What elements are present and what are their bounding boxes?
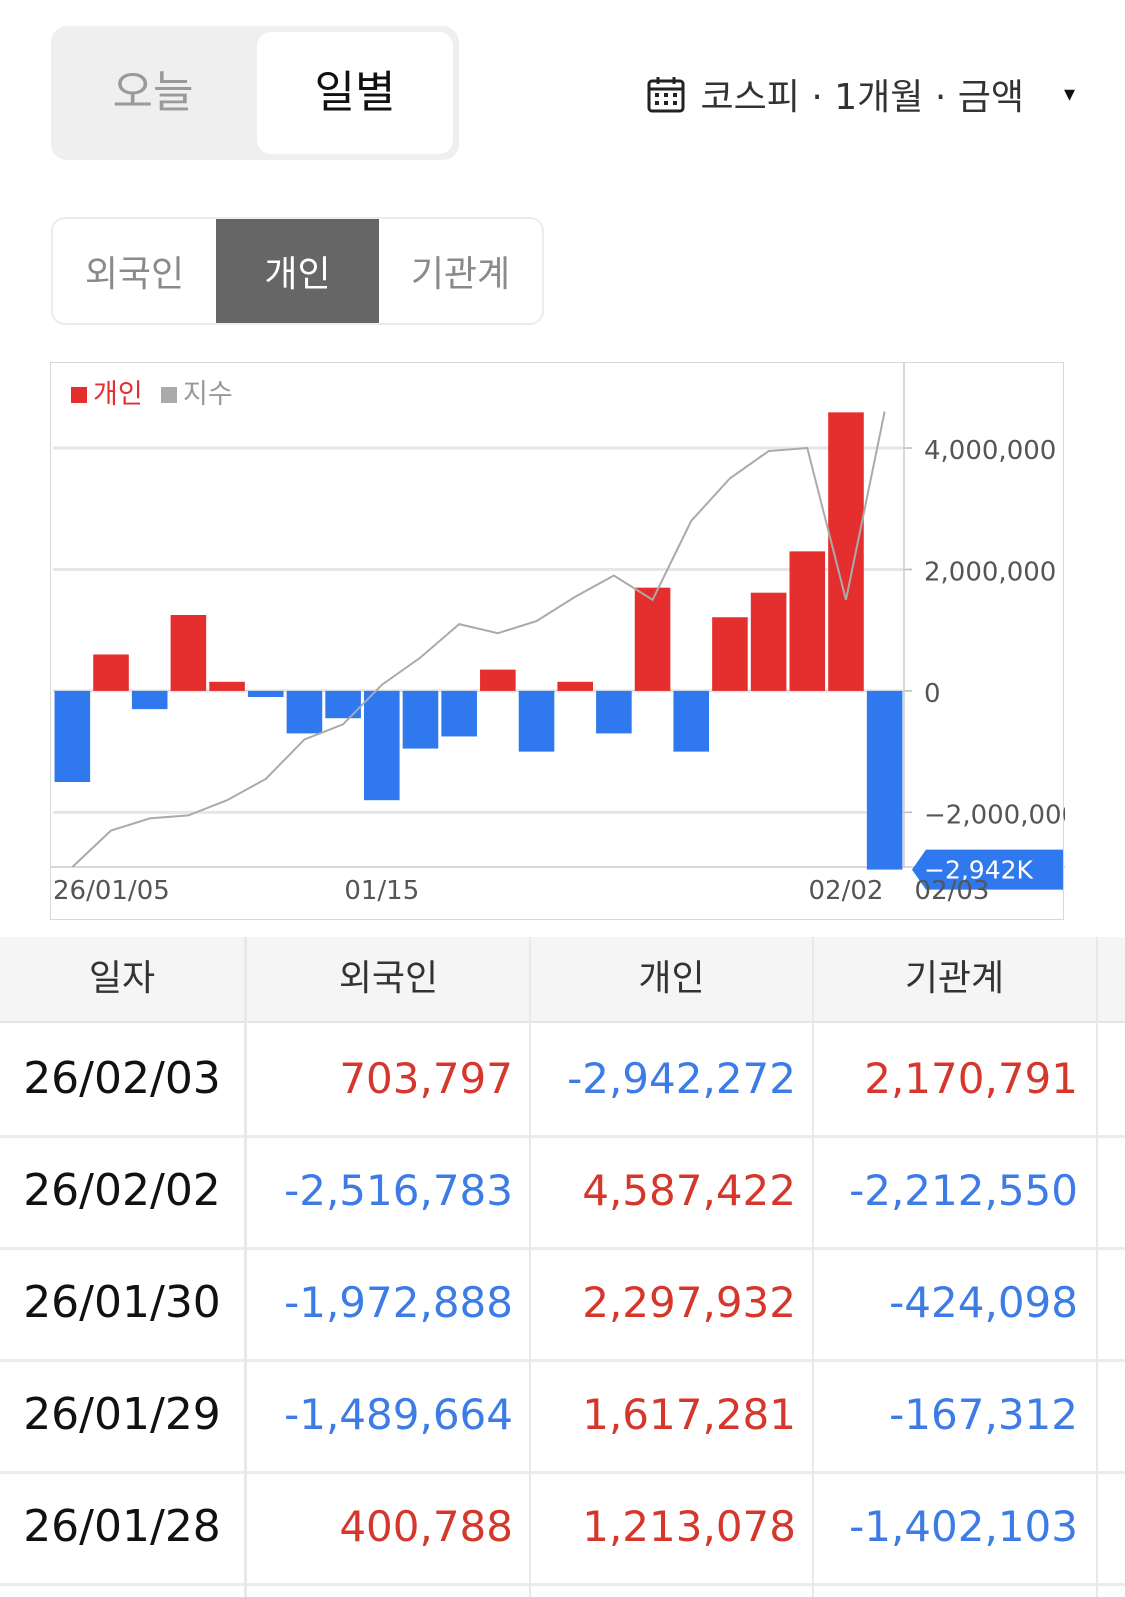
row-foreign-value: 400,788: [339, 1502, 513, 1551]
header-foreign: 외국인: [338, 958, 439, 999]
legend-label-index: 지수: [183, 379, 233, 410]
bar: [402, 690, 439, 749]
row-foreign-value: -1,972,888: [284, 1278, 513, 1327]
bar: [247, 690, 284, 697]
tab-institution[interactable]: 기관계: [410, 254, 511, 295]
x-tick-label: 02/02: [809, 876, 884, 906]
bar: [480, 669, 516, 691]
legend-swatch-individual: [71, 387, 87, 403]
bar: [866, 690, 903, 870]
row-institution-value: -1,402,103: [849, 1502, 1078, 1551]
index-line: [71, 411, 886, 868]
y-tick-label: 2,000,000: [924, 557, 1056, 587]
row-date: 26/01/30: [23, 1277, 221, 1328]
column-divider: [244, 937, 247, 1597]
bar: [789, 551, 826, 691]
table-header: 일자 외국인 개인 기관계: [0, 937, 1125, 1023]
row-foreign-value: 703,797: [339, 1054, 513, 1103]
daily-option[interactable]: 일별: [257, 32, 453, 154]
calendar-icon: [647, 77, 685, 113]
investor-tabs: 외국인 개인 기관계: [51, 217, 544, 325]
last-value-tag: [912, 849, 1063, 890]
chevron-down-icon: ▾: [1063, 81, 1075, 107]
period-toggle: 오늘 일별: [51, 26, 459, 160]
tab-foreign[interactable]: 외국인: [84, 254, 185, 295]
header-individual: 개인: [638, 958, 705, 999]
bar: [286, 690, 323, 734]
chart-svg: 4,000,000 2,000,000 0 −2,000,000 −2,942K 개인 지수…: [51, 363, 1065, 906]
bar: [364, 690, 400, 801]
bar: [634, 587, 671, 691]
bar: [131, 690, 168, 710]
bar: [596, 690, 632, 734]
bar: [170, 615, 207, 691]
tab-individual[interactable]: 개인: [216, 219, 379, 323]
row-foreign-value: -2,516,783: [284, 1166, 513, 1215]
net-buying-chart: 4,000,000 2,000,000 0 −2,000,000 −2,942K 개인 지수…: [50, 362, 1065, 920]
row-individual-value: 1,617,281: [582, 1390, 796, 1439]
bar: [750, 592, 787, 691]
row-individual-value: -2,942,272: [567, 1054, 796, 1103]
row-institution-value: -2,212,550: [849, 1166, 1078, 1215]
column-divider: [812, 937, 814, 1597]
row-institution-value: 2,170,791: [864, 1054, 1078, 1103]
table-row: 26/02/02 -2,516,783 4,587,422 -2,212,550: [0, 1135, 1125, 1250]
bar: [557, 681, 593, 691]
header-institution: 기관계: [904, 958, 1005, 999]
x-tick-label: 26/01/05: [53, 876, 170, 906]
legend-label-individual: 개인: [93, 379, 143, 410]
table-row: 26/02/03 703,797 -2,942,272 2,170,791: [0, 1023, 1125, 1138]
table-row: 26/01/30 -1,972,888 2,297,932 -424,098: [0, 1247, 1125, 1362]
y-tick-label: −2,000,000: [924, 800, 1065, 830]
y-tick-label: 0: [924, 679, 941, 709]
y-tick-label: 4,000,000: [924, 436, 1056, 466]
bar: [325, 690, 361, 719]
last-value-label: −2,942K: [924, 856, 1034, 885]
bar: [712, 617, 748, 691]
filter-label: 코스피 · 1개월 · 금액: [700, 77, 1024, 118]
bar: [93, 654, 129, 691]
row-individual-value: 4,587,422: [582, 1166, 796, 1215]
header-date: 일자: [88, 958, 156, 999]
bar: [441, 690, 477, 737]
row-individual-value: 2,297,932: [582, 1278, 796, 1327]
row-date: 26/01/29: [23, 1389, 221, 1440]
bar: [673, 690, 710, 752]
legend-swatch-index: [161, 387, 177, 403]
bar: [209, 681, 245, 691]
column-divider: [1096, 937, 1098, 1597]
x-tick-label: 02/03: [915, 876, 990, 906]
row-date: 26/02/02: [23, 1165, 221, 1216]
row-institution-value: -167,312: [889, 1390, 1078, 1439]
today-option[interactable]: 오늘: [112, 67, 194, 118]
market-period-filter[interactable]: 코스피 · 1개월 · 금액 ▾: [647, 66, 1075, 122]
bar: [54, 690, 91, 782]
table-row: 26/01/28 400,788 1,213,078 -1,402,103: [0, 1471, 1125, 1586]
row-institution-value: -424,098: [889, 1278, 1078, 1327]
row-date: 26/02/03: [23, 1053, 221, 1104]
row-date: 26/01/28: [23, 1501, 221, 1552]
column-divider: [529, 937, 531, 1597]
table-row: 26/01/29 -1,489,664 1,617,281 -167,312: [0, 1359, 1125, 1474]
x-tick-label: 01/15: [344, 876, 419, 906]
bar: [518, 690, 555, 752]
row-foreign-value: -1,489,664: [284, 1390, 513, 1439]
row-individual-value: 1,213,078: [582, 1502, 796, 1551]
